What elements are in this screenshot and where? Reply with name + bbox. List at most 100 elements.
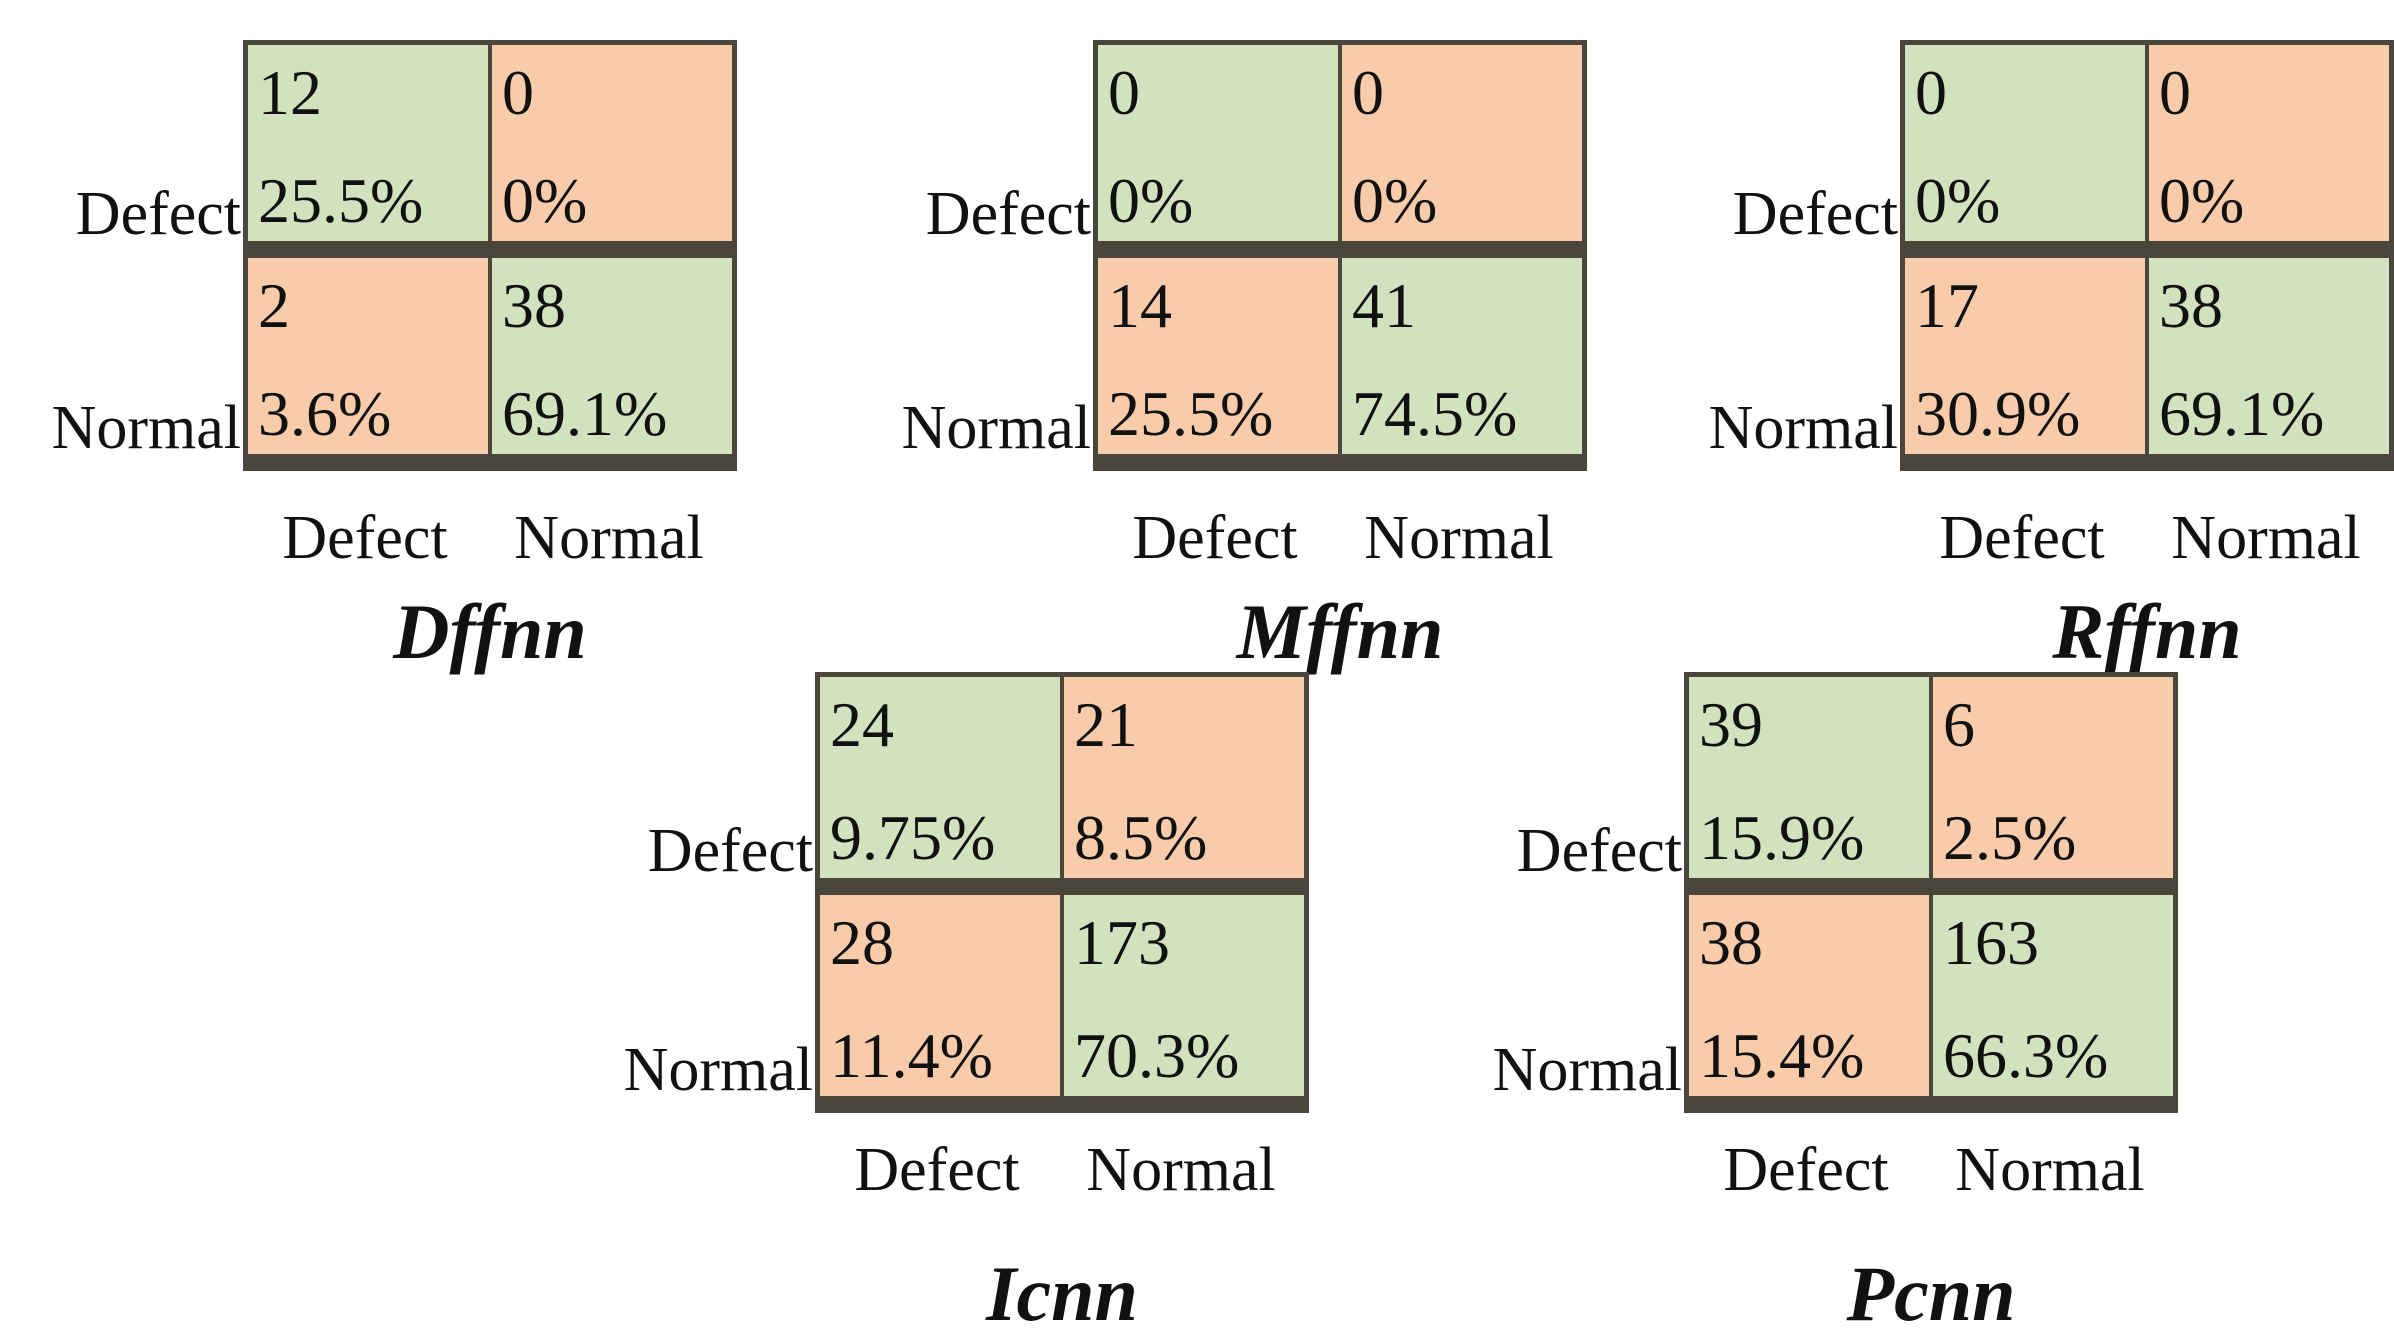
cell-count: 38 (2159, 269, 2223, 341)
col-label-normal: Normal (514, 504, 704, 572)
cell-normal-defect: 17 30.9% (1903, 255, 2147, 456)
cell-defect-normal: 21 8.5% (1062, 675, 1306, 880)
cell-normal-normal: 163 66.3% (1931, 892, 2175, 1098)
cell-defect-defect: 24 9.75% (818, 675, 1062, 880)
cell-count: 173 (1074, 906, 1170, 978)
cell-count: 17 (1915, 269, 1979, 341)
cell-normal-defect: 28 11.4% (818, 892, 1062, 1098)
matrix-title: Mffnn (1236, 588, 1444, 675)
cell-percent: 0% (502, 165, 588, 236)
cell-percent: 66.3% (1943, 1019, 2109, 1091)
cell-percent: 8.5% (1074, 802, 1208, 873)
cell-defect-defect: 0 0% (1903, 43, 2147, 243)
row-label-defect: Defect (1516, 817, 1682, 885)
cell-percent: 11.4% (830, 1019, 993, 1091)
confusion-matrix-group-dffnn: Defect Normal 12 25.5% 0 0% 2 3.6% 38 69… (33, 40, 737, 671)
col-labels: Defect Normal (243, 471, 737, 569)
col-label-normal: Normal (1086, 1136, 1276, 1204)
row-labels: Defect Normal (1474, 672, 1684, 1113)
cell-count: 0 (1108, 57, 1140, 128)
cell-normal-normal: 38 69.1% (2147, 255, 2391, 456)
matrix-title: Icnn (986, 1250, 1138, 1328)
cell-count: 24 (830, 689, 894, 760)
cell-defect-normal: 0 0% (1340, 43, 1584, 243)
col-label-normal: Normal (2171, 504, 2361, 572)
cell-defect-defect: 12 25.5% (246, 43, 490, 243)
col-labels: Defect Normal (815, 1113, 1309, 1201)
cell-percent: 0% (2159, 165, 2245, 236)
confusion-matrix-group-icnn: Defect Normal 24 9.75% 21 8.5% 28 11.4% … (605, 672, 1309, 1328)
row-labels: Defect Normal (1690, 40, 1900, 471)
cell-percent: 30.9% (1915, 377, 2081, 449)
cell-normal-defect: 38 15.4% (1687, 892, 1931, 1098)
row-label-normal: Normal (623, 1036, 813, 1104)
row-label-normal: Normal (51, 394, 241, 462)
cell-defect-normal: 0 0% (490, 43, 734, 243)
row-labels: Defect Normal (33, 40, 243, 471)
cell-count: 38 (1699, 906, 1763, 978)
cell-normal-defect: 2 3.6% (246, 255, 490, 456)
cell-defect-normal: 6 2.5% (1931, 675, 2175, 880)
cell-defect-defect: 0 0% (1096, 43, 1340, 243)
col-labels: Defect Normal (1684, 1113, 2178, 1201)
row-label-normal: Normal (1708, 394, 1898, 462)
row-label-normal: Normal (901, 394, 1091, 462)
cell-percent: 0% (1352, 165, 1438, 236)
cell-normal-normal: 38 69.1% (490, 255, 734, 456)
cell-percent: 70.3% (1074, 1019, 1240, 1091)
cell-count: 12 (258, 57, 322, 128)
cell-count: 28 (830, 906, 894, 978)
confusion-matrix-group-rffnn: Defect Normal 0 0% 0 0% 17 30.9% 38 69.1… (1690, 40, 2394, 671)
cell-count: 41 (1352, 269, 1416, 341)
cell-percent: 2.5% (1943, 802, 2077, 873)
cell-count: 2 (258, 269, 290, 341)
col-label-normal: Normal (1364, 504, 1554, 572)
row-label-defect: Defect (75, 180, 241, 248)
cell-percent: 15.4% (1699, 1019, 1865, 1091)
cell-percent: 0% (1108, 165, 1194, 236)
cell-percent: 25.5% (258, 165, 424, 236)
cell-count: 0 (502, 57, 534, 128)
row-label-normal: Normal (1492, 1036, 1682, 1104)
cell-count: 38 (502, 269, 566, 341)
col-labels: Defect Normal (1093, 471, 1587, 569)
cell-percent: 9.75% (830, 802, 996, 873)
row-labels: Defect Normal (605, 672, 815, 1113)
col-label-defect: Defect (1939, 504, 2105, 572)
row-labels: Defect Normal (883, 40, 1093, 471)
matrix-grid: 0 0% 0 0% 14 25.5% 41 74.5% (1093, 40, 1587, 471)
col-label-defect: Defect (854, 1136, 1020, 1204)
cell-count: 0 (1352, 57, 1384, 128)
matrix-grid: 12 25.5% 0 0% 2 3.6% 38 69.1% (243, 40, 737, 471)
cell-count: 0 (2159, 57, 2191, 128)
col-labels: Defect Normal (1900, 471, 2394, 569)
matrix-grid: 39 15.9% 6 2.5% 38 15.4% 163 66.3% (1684, 672, 2178, 1113)
cell-percent: 74.5% (1352, 377, 1518, 449)
cell-count: 6 (1943, 689, 1975, 760)
matrix-title: Dffnn (393, 588, 587, 675)
row-label-defect: Defect (647, 817, 813, 885)
cell-count: 14 (1108, 269, 1172, 341)
matrix-grid: 24 9.75% 21 8.5% 28 11.4% 173 70.3% (815, 672, 1309, 1113)
cell-count: 39 (1699, 689, 1763, 760)
cell-count: 21 (1074, 689, 1138, 760)
confusion-matrix-group-pcnn: Defect Normal 39 15.9% 6 2.5% 38 15.4% 1… (1474, 672, 2178, 1328)
confusion-matrix-group-mffnn: Defect Normal 0 0% 0 0% 14 25.5% 41 74.5… (883, 40, 1587, 671)
matrix-grid: 0 0% 0 0% 17 30.9% 38 69.1% (1900, 40, 2394, 471)
cell-normal-defect: 14 25.5% (1096, 255, 1340, 456)
matrix-title: Pcnn (1846, 1250, 2016, 1328)
cell-normal-normal: 173 70.3% (1062, 892, 1306, 1098)
col-label-defect: Defect (282, 504, 448, 572)
cell-defect-defect: 39 15.9% (1687, 675, 1931, 880)
cell-normal-normal: 41 74.5% (1340, 255, 1584, 456)
cell-count: 163 (1943, 906, 2039, 978)
cell-percent: 69.1% (502, 377, 668, 449)
cell-percent: 0% (1915, 165, 2001, 236)
row-label-defect: Defect (925, 180, 1091, 248)
matrix-title: Rffnn (2052, 588, 2242, 675)
col-label-defect: Defect (1723, 1136, 1889, 1204)
col-label-normal: Normal (1955, 1136, 2145, 1204)
row-label-defect: Defect (1732, 180, 1898, 248)
cell-count: 0 (1915, 57, 1947, 128)
